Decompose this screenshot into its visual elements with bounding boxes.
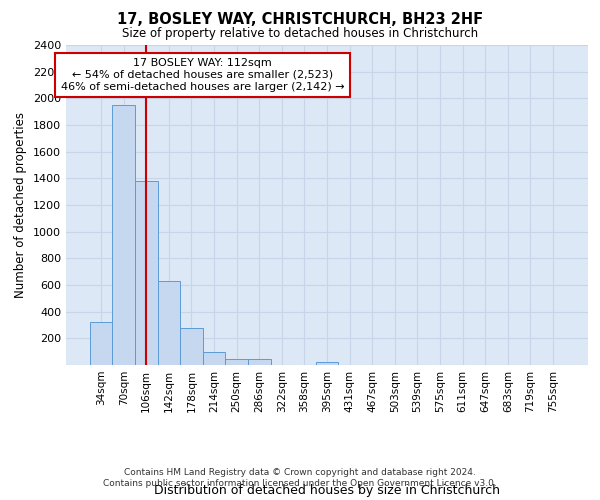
Bar [248, 359, 271, 365]
Y-axis label: Number of detached properties: Number of detached properties [14, 112, 28, 298]
Text: 17, BOSLEY WAY, CHRISTCHURCH, BH23 2HF: 17, BOSLEY WAY, CHRISTCHURCH, BH23 2HF [117, 12, 483, 28]
Bar [158, 281, 180, 365]
Text: Size of property relative to detached houses in Christchurch: Size of property relative to detached ho… [122, 28, 478, 40]
Text: Contains HM Land Registry data © Crown copyright and database right 2024.
Contai: Contains HM Land Registry data © Crown c… [103, 468, 497, 487]
Bar [180, 328, 203, 365]
Bar [90, 322, 112, 365]
Bar [112, 105, 135, 365]
Text: 17 BOSLEY WAY: 112sqm
← 54% of detached houses are smaller (2,523)
46% of semi-d: 17 BOSLEY WAY: 112sqm ← 54% of detached … [61, 58, 344, 92]
X-axis label: Distribution of detached houses by size in Christchurch: Distribution of detached houses by size … [154, 484, 500, 497]
Bar [316, 362, 338, 365]
Bar [226, 359, 248, 365]
Bar [203, 352, 226, 365]
Bar [135, 181, 158, 365]
